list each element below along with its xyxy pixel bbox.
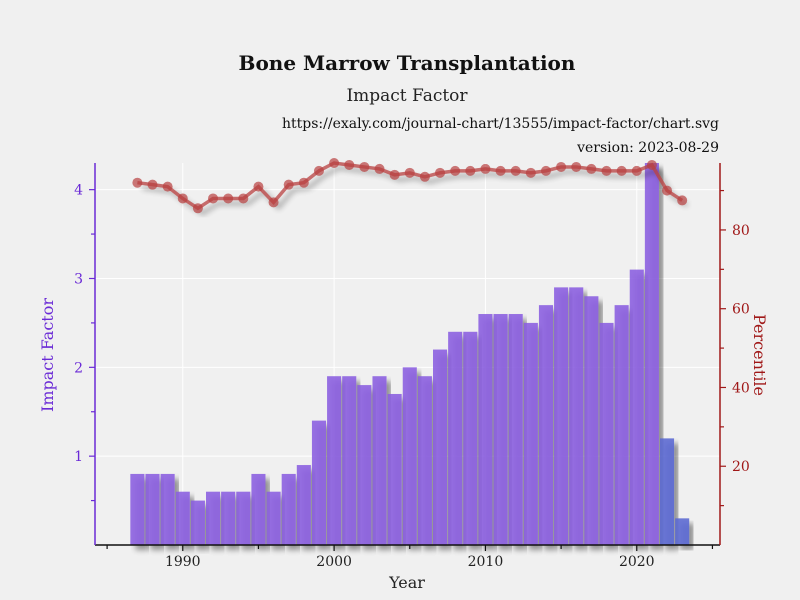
bar-2010 [478,314,493,545]
bar-2011 [493,314,508,545]
percentile-point-2017 [586,163,597,174]
percentile-point-2001 [344,159,355,170]
bar-2023 [675,518,690,545]
bar-2013 [523,322,538,545]
chart-subtitle: Impact Factor [346,86,468,106]
percentile-point-2000 [329,158,340,168]
bar-1993 [221,491,236,545]
bar-2007 [432,349,448,545]
percentile-point-2019 [616,165,627,176]
percentile-point-1988 [147,179,158,190]
version-label: version: 2023-08-29 [576,140,719,156]
percentile-point-2004 [389,169,400,180]
percentile-point-1994 [238,193,249,204]
percentile-point-1996 [268,197,279,208]
percentile-point-2003 [374,163,385,174]
bar-2005 [402,367,417,545]
x-tick-label: 1990 [165,554,201,570]
source-url: https://exaly.com/journal-chart/13555/im… [282,116,719,132]
percentile-point-2007 [435,167,446,178]
percentile-point-2013 [525,167,536,178]
bar-1991 [190,500,205,545]
right-tick-label: 80 [732,223,750,239]
percentile-point-2021 [646,159,657,170]
percentile-point-2002 [359,161,370,172]
percentile-point-1995 [253,181,264,192]
percentile-point-2009 [465,165,476,176]
bar-2019 [614,305,629,545]
percentile-point-1992 [208,193,219,204]
right-tick-label: 20 [732,459,750,475]
x-tick-label: 2000 [316,554,352,570]
x-axis-label: Year [388,573,425,592]
bar-2001 [342,376,357,545]
x-tick-label: 2010 [468,554,504,570]
bar-2009 [463,331,478,545]
percentile-point-1998 [298,177,309,188]
bar-1992 [206,491,221,545]
percentile-point-2012 [510,165,521,176]
percentile-point-2022 [662,185,673,196]
percentile-point-1993 [223,193,234,204]
right-axis-label: Percentile [750,314,769,396]
bar-2000 [327,376,342,545]
bar-1996 [266,491,281,545]
bar-1990 [175,491,190,545]
left-tick-label: 2 [74,360,83,376]
percentile-point-2020 [631,165,642,176]
right-tick-label: 40 [732,380,750,396]
percentile-point-2010 [480,163,491,174]
percentile-point-2023 [677,195,688,206]
percentile-point-1987 [132,177,143,188]
chart-title: Bone Marrow Transplantation [239,51,576,75]
percentile-point-2005 [404,167,415,178]
bar-1988 [145,473,160,545]
percentile-point-1989 [162,181,173,192]
axes: 1990 2000 2010 2020 1 2 3 4 20 40 60 80 [74,163,750,570]
bar-2004 [387,393,402,545]
bar-1994 [236,491,251,545]
left-tick-label: 1 [74,449,83,465]
bar-2015 [554,287,569,545]
bar-2016 [569,287,584,545]
percentile-point-2016 [571,161,582,172]
bar-2006 [417,376,432,545]
bar-1987 [130,473,145,545]
percentile-point-2008 [450,165,461,176]
bar-1995 [251,473,266,545]
left-tick-label: 3 [74,271,83,287]
bar-series [130,163,690,545]
right-tick-label: 60 [732,302,750,318]
bar-2008 [448,331,463,545]
bar-2021 [644,163,659,545]
percentile-point-1991 [192,203,203,214]
bar-2014 [538,305,554,545]
bar-1989 [160,473,175,545]
percentile-point-2014 [540,165,551,176]
bar-1999 [311,420,327,545]
bar-2012 [508,314,523,545]
percentile-point-1990 [177,193,188,204]
percentile-point-1999 [313,165,324,176]
bar-2002 [357,385,372,545]
percentile-point-1997 [283,179,294,190]
percentile-point-2011 [495,165,506,176]
percentile-point-2018 [601,165,612,176]
bar-2003 [372,376,387,545]
bar-2017 [584,296,599,545]
percentile-point-2006 [419,171,430,182]
percentile-point-2015 [556,161,567,172]
percentile-line-series [132,158,688,214]
left-axis-label: Impact Factor [38,298,57,412]
bar-2020 [629,269,644,545]
left-tick-label: 4 [74,183,83,199]
bar-1998 [296,465,311,545]
x-tick-label: 2020 [619,554,655,570]
bar-1997 [281,473,296,545]
bar-2018 [599,322,614,545]
bar-2022 [659,438,675,545]
